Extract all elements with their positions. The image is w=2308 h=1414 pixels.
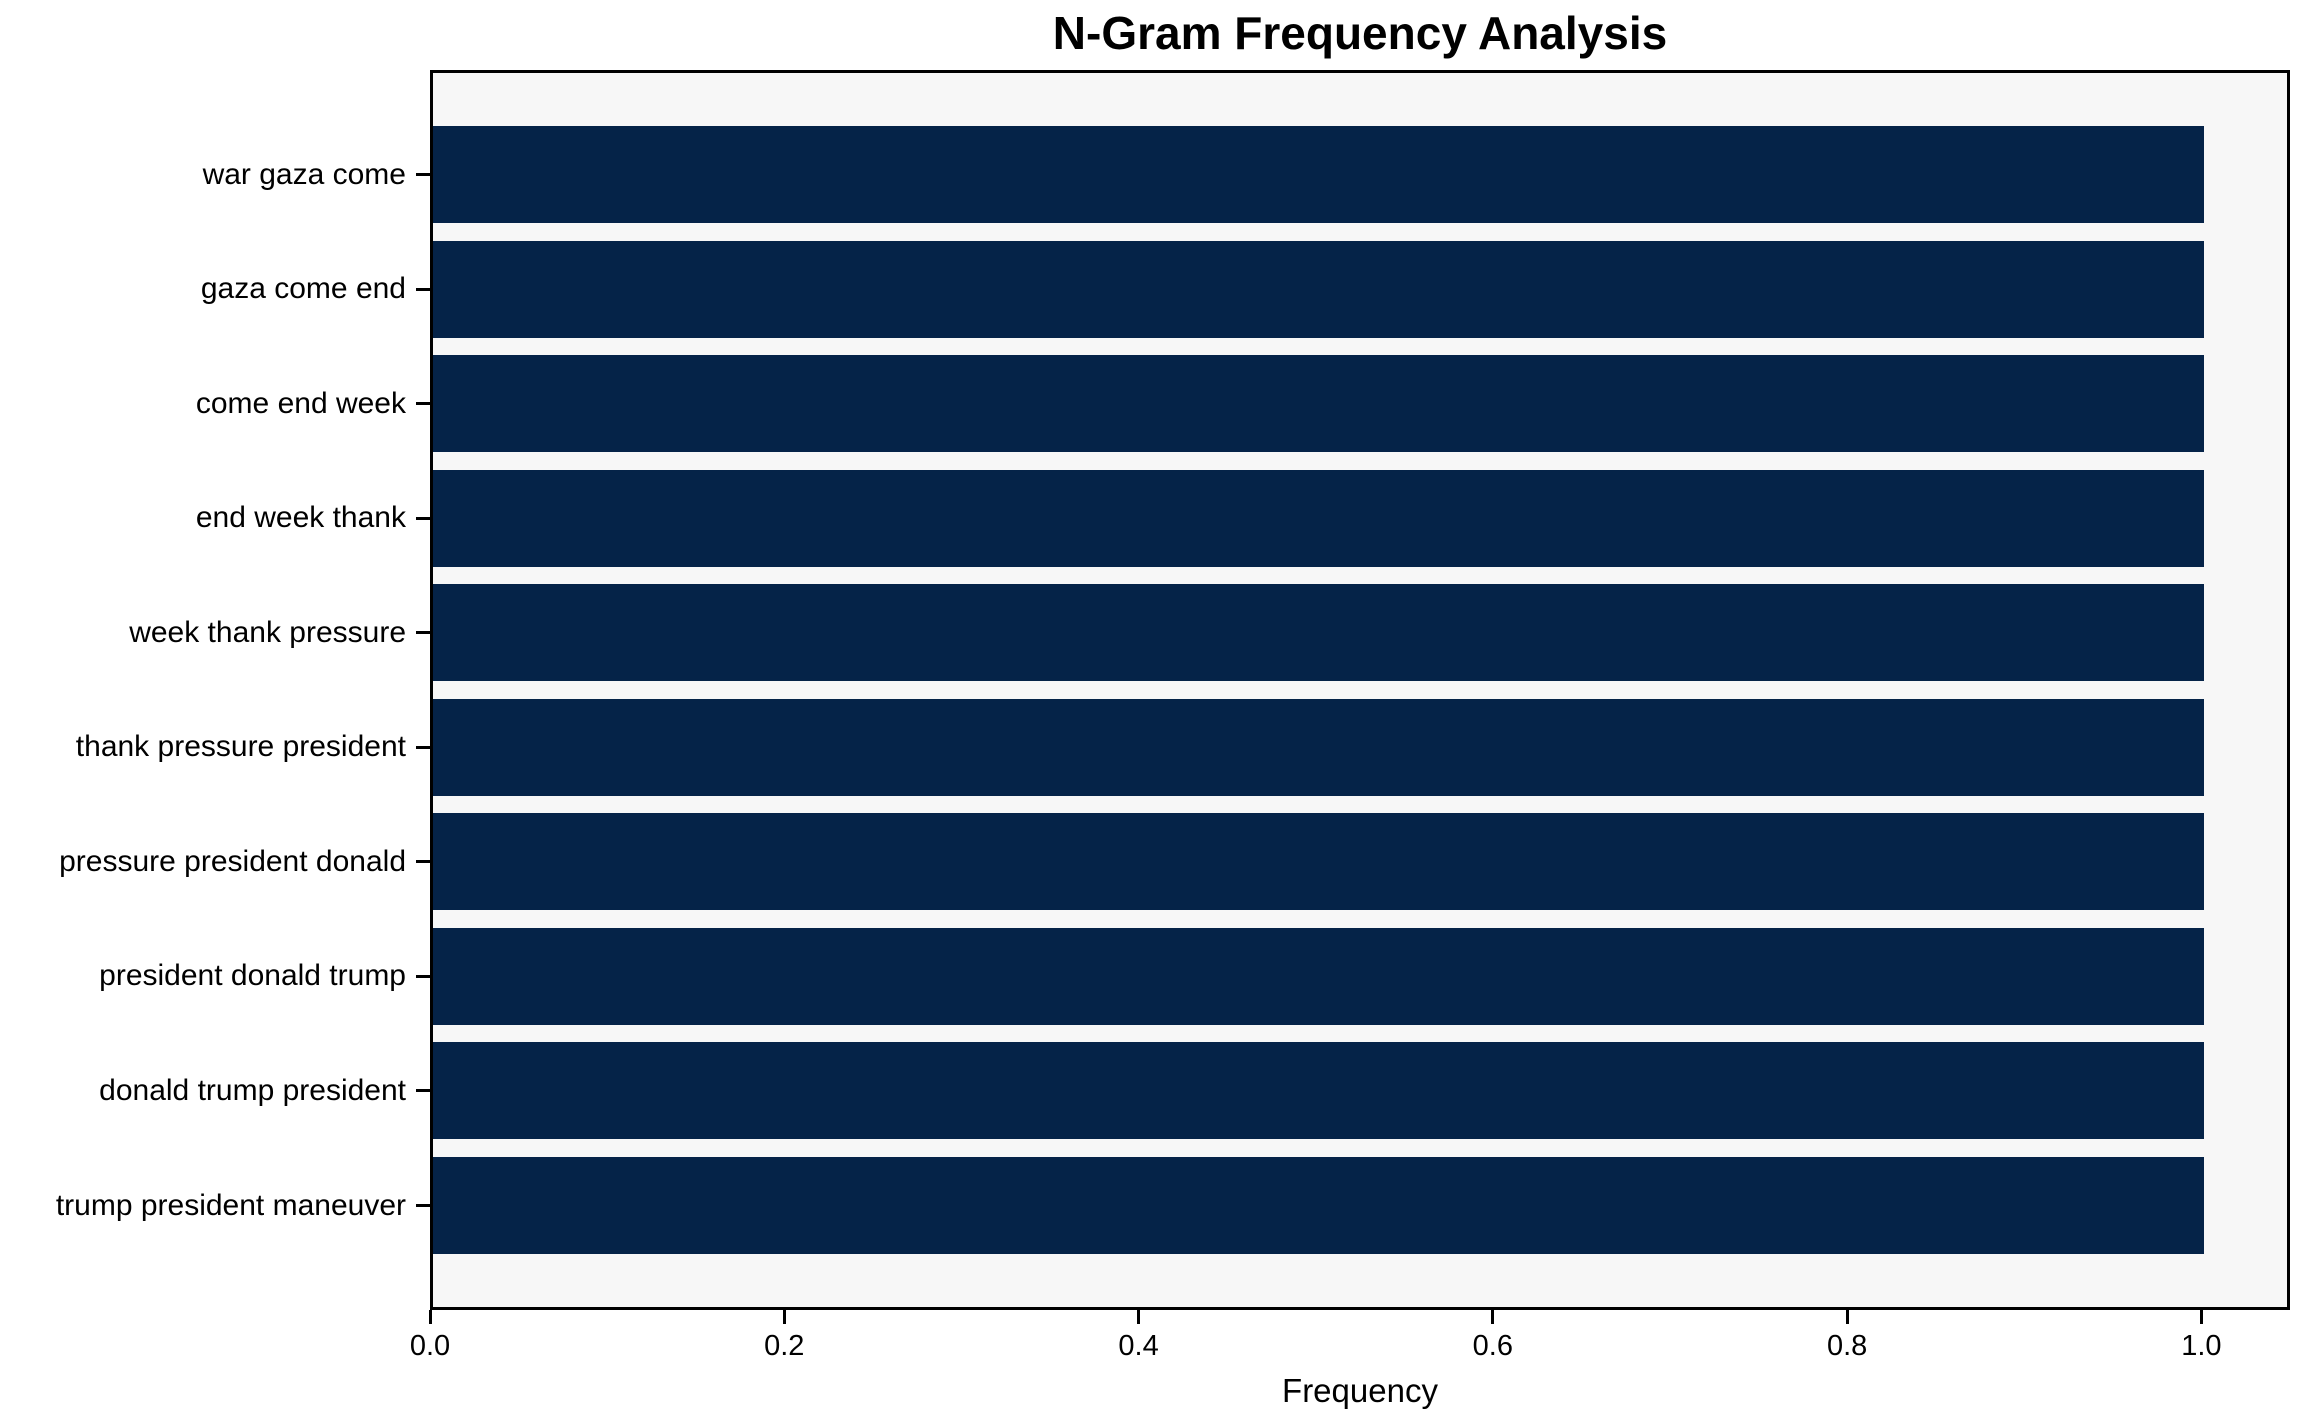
y-axis-label: thank pressure president	[75, 730, 406, 764]
y-tick	[416, 1089, 430, 1093]
y-tick	[416, 745, 430, 749]
y-axis-label: end week thank	[195, 501, 406, 535]
bar	[433, 813, 2205, 911]
y-axis-label: come end week	[195, 386, 406, 420]
y-axis-label: war gaza come	[202, 157, 406, 191]
x-tick	[2199, 1310, 2203, 1324]
chart-title: N-Gram Frequency Analysis	[1052, 7, 1668, 59]
y-tick	[416, 516, 430, 520]
x-tick-label: 0.8	[1826, 1330, 1868, 1362]
y-tick	[416, 860, 430, 864]
bar	[433, 1042, 2205, 1140]
y-axis-label: donald trump president	[99, 1073, 406, 1107]
bar	[433, 355, 2205, 453]
y-tick	[416, 1204, 430, 1207]
y-tick	[416, 173, 430, 176]
y-tick	[416, 402, 430, 406]
x-tick	[1845, 1310, 1849, 1324]
bar	[433, 240, 2205, 338]
y-tick	[416, 974, 430, 978]
x-tick-label: 1.0	[2181, 1330, 2222, 1362]
y-tick	[416, 287, 430, 291]
y-tick	[416, 631, 430, 635]
bar	[433, 927, 2205, 1025]
y-axis-label: president donald trump	[99, 959, 406, 993]
x-axis-title: Frequency	[1282, 1372, 1438, 1409]
x-tick-label: 0.0	[409, 1330, 451, 1362]
plot-area	[430, 70, 2290, 1310]
x-tick	[428, 1310, 432, 1324]
y-axis-label: gaza come end	[200, 272, 406, 306]
x-tick	[782, 1310, 786, 1324]
x-tick	[1137, 1310, 1141, 1324]
y-axis-label: week thank pressure	[129, 615, 406, 649]
x-tick	[1491, 1310, 1495, 1324]
x-tick-label: 0.2	[764, 1330, 805, 1362]
bar	[433, 469, 2205, 567]
x-tick-label: 0.6	[1472, 1330, 1513, 1362]
bar	[433, 126, 2205, 223]
y-axis-label: trump president maneuver	[55, 1188, 406, 1222]
bar	[433, 1157, 2205, 1254]
y-axis-label: pressure president donald	[59, 844, 406, 878]
bar	[433, 698, 2205, 796]
bar	[433, 584, 2205, 682]
x-tick-label: 0.4	[1118, 1330, 1159, 1362]
